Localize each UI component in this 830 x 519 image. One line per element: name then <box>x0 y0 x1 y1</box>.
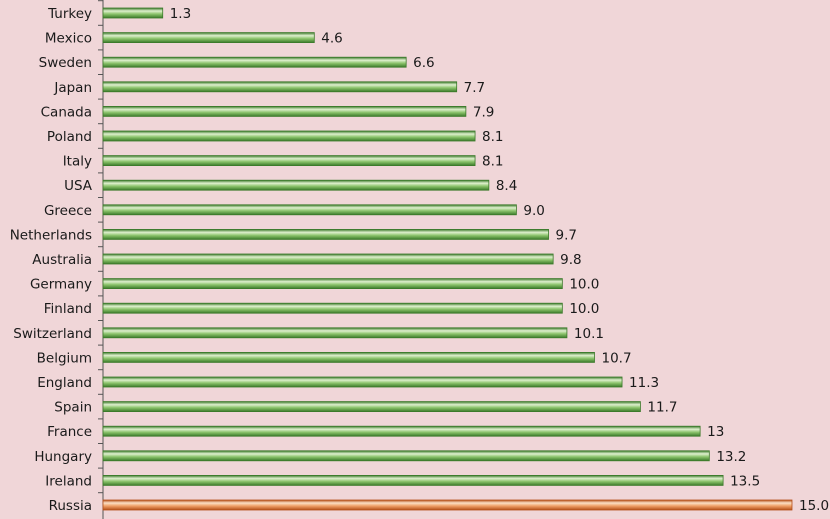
value-label: 9.0 <box>523 203 544 219</box>
category-label: Sweden <box>39 55 92 71</box>
value-label: 10.0 <box>569 277 599 293</box>
value-labels: 1.3 4.6 6.6 7.7 7.9 8.1 8.1 8.4 9.0 9.7 9.8 10.0 10.… <box>170 6 829 514</box>
category-label: Australia <box>32 252 92 268</box>
category-label: Belgium <box>37 350 92 366</box>
category-label: Italy <box>63 154 92 170</box>
value-label: 1.3 <box>170 6 191 22</box>
value-label: 13 <box>707 424 724 440</box>
bar-england <box>102 376 623 388</box>
bar-netherlands <box>102 228 549 240</box>
category-labels: Turkey Mexico Sweden Japan Canada Poland Italy… <box>10 6 93 514</box>
value-label: 13.5 <box>730 473 760 489</box>
bar-ireland <box>102 474 724 486</box>
bar-finland <box>102 302 563 314</box>
category-label: Mexico <box>45 31 92 47</box>
bar-canada <box>102 106 467 117</box>
value-label: 9.7 <box>556 227 577 243</box>
category-label: Canada <box>41 104 92 120</box>
bar-mexico <box>102 32 315 43</box>
value-label: 15.0 <box>799 498 829 514</box>
value-label: 7.7 <box>464 80 485 96</box>
category-label: Hungary <box>34 449 92 465</box>
bar-poland <box>102 130 476 142</box>
value-label: 7.9 <box>473 104 494 120</box>
value-label: 9.8 <box>560 252 581 268</box>
value-label: 10.0 <box>569 301 599 317</box>
category-label: France <box>47 424 92 440</box>
bar-japan <box>102 81 458 93</box>
value-label: 13.2 <box>716 449 746 465</box>
category-label: Finland <box>44 301 92 317</box>
category-label: Germany <box>30 277 92 293</box>
category-label: England <box>37 375 92 391</box>
category-label: Ireland <box>45 473 92 489</box>
bar-greece <box>102 204 517 216</box>
category-label: USA <box>64 178 93 194</box>
bar-usa <box>102 179 490 191</box>
bar-hungary <box>102 450 710 462</box>
bar-france <box>102 425 701 437</box>
value-label: 10.1 <box>574 326 604 342</box>
bar-switzerland <box>102 327 568 339</box>
bar-germany <box>102 278 563 290</box>
bar-spain <box>102 401 641 413</box>
bar-russia <box>102 499 793 511</box>
category-label: Switzerland <box>13 326 92 342</box>
value-label: 8.1 <box>482 129 503 145</box>
value-label: 10.7 <box>601 350 631 366</box>
value-label: 8.4 <box>496 178 517 194</box>
value-label: 11.3 <box>629 375 659 391</box>
category-label: Greece <box>44 203 92 219</box>
bar-turkey <box>102 7 164 19</box>
category-label: Poland <box>47 129 92 145</box>
category-label: Spain <box>54 400 92 416</box>
category-label: Japan <box>53 80 92 96</box>
value-label: 6.6 <box>413 55 434 71</box>
category-label: Netherlands <box>10 227 92 243</box>
value-label: 8.1 <box>482 154 503 170</box>
bar-sweden <box>102 56 407 68</box>
bar-australia <box>102 253 554 265</box>
value-label: 11.7 <box>647 400 677 416</box>
category-label: Turkey <box>47 6 92 22</box>
value-label: 4.6 <box>321 31 342 47</box>
category-label: Russia <box>49 498 92 514</box>
bar-italy <box>102 155 476 167</box>
bar-belgium <box>102 351 595 363</box>
bars <box>102 7 793 511</box>
